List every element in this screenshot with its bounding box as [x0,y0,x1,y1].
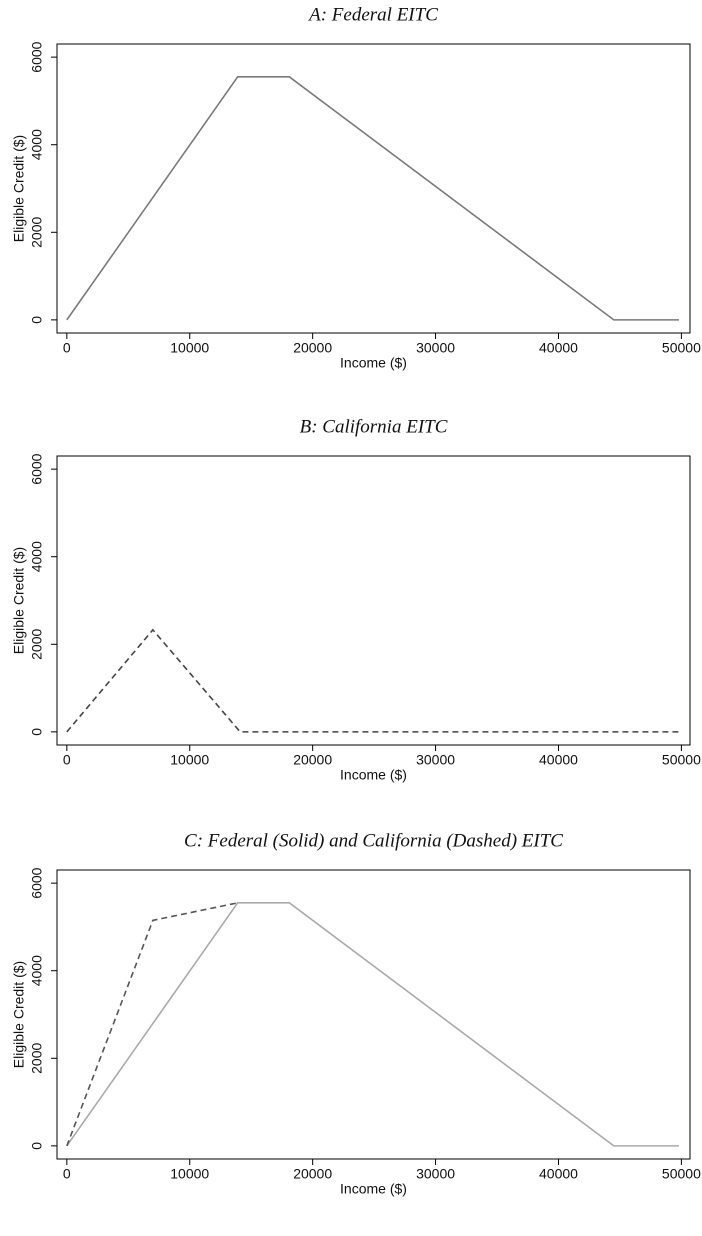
x-tick-label: 10000 [170,752,209,768]
x-axis-title: Income ($) [340,1181,407,1197]
y-tick-label: 6000 [29,453,45,484]
x-tick-label: 40000 [539,340,578,356]
panel-title: A: Federal EITC [307,4,438,25]
y-tick-label: 4000 [29,129,45,160]
y-tick-label: 6000 [29,867,45,898]
x-axis-title: Income ($) [340,767,407,783]
y-tick-label: 4000 [29,955,45,986]
x-axis-title: Income ($) [340,355,407,371]
y-tick-label: 2000 [29,629,45,660]
x-tick-label: 20000 [293,340,332,356]
y-axis-title: Eligible Credit ($) [11,547,27,654]
x-tick-label: 10000 [170,1166,209,1182]
x-tick-label: 40000 [539,1166,578,1182]
series-line [66,628,679,733]
x-tick-label: 50000 [662,1166,701,1182]
series-line [66,902,238,1147]
x-tick-label: 0 [63,752,71,768]
x-tick-label: 0 [63,340,71,356]
y-tick-label: 0 [29,1142,45,1150]
panel-title: C: Federal (Solid) and California (Dashe… [184,830,563,851]
y-tick-label: 2000 [29,1043,45,1074]
x-tick-label: 30000 [416,752,455,768]
x-tick-label: 30000 [416,1166,455,1182]
x-tick-label: 20000 [293,752,332,768]
y-tick-label: 4000 [29,541,45,572]
x-tick-label: 50000 [662,752,701,768]
y-tick-label: 0 [29,316,45,324]
plot-frame [56,455,691,746]
plot-frame [56,869,691,1160]
x-tick-label: 50000 [662,340,701,356]
y-tick-label: 2000 [29,217,45,248]
y-axis-title: Eligible Credit ($) [11,135,27,242]
x-tick-label: 0 [63,1166,71,1182]
x-tick-label: 40000 [539,752,578,768]
plot-frame [56,43,691,334]
x-tick-label: 20000 [293,1166,332,1182]
y-tick-label: 6000 [29,41,45,72]
x-tick-label: 10000 [170,340,209,356]
x-tick-label: 30000 [416,340,455,356]
y-axis-title: Eligible Credit ($) [11,961,27,1068]
y-tick-label: 0 [29,728,45,736]
panel-title: B: California EITC [300,416,448,437]
series-line [66,76,679,321]
series-line [66,902,679,1147]
